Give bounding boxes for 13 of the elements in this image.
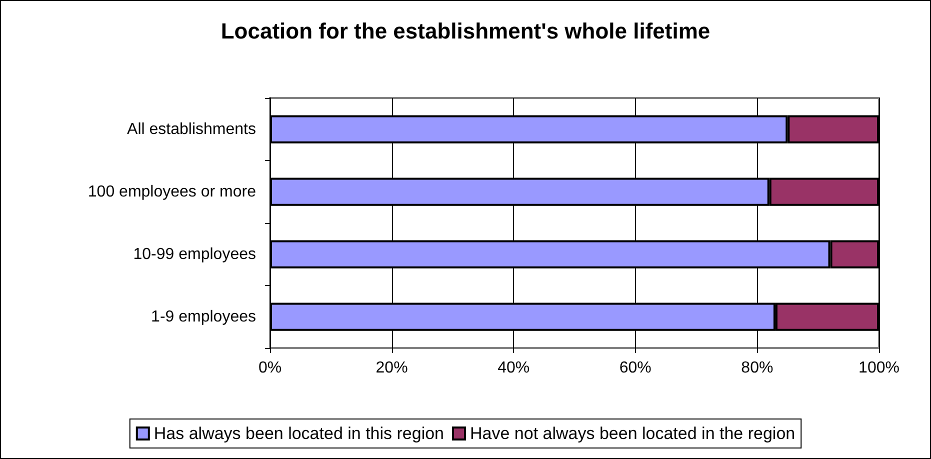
legend-label: Have not always been located in the region xyxy=(470,424,796,443)
x-tick-label: 20% xyxy=(376,360,408,376)
y-tick-label: 100 employees or more xyxy=(88,183,256,200)
chart-title: Location for the establishment's whole lifetime xyxy=(220,18,710,44)
y-tick-label: All establishments xyxy=(127,120,256,138)
x-tick-label: 60% xyxy=(619,360,652,376)
legend-label: Has always been located in this region xyxy=(154,424,444,443)
x-tick-label: 100% xyxy=(858,360,900,376)
x-tick-label: 0% xyxy=(258,360,282,376)
y-tick-label: 1-9 employees xyxy=(151,308,256,326)
x-tick-label: 80% xyxy=(741,360,774,376)
y-tick-label: 10-99 employees xyxy=(133,246,256,263)
x-tick-label: 40% xyxy=(498,360,530,376)
